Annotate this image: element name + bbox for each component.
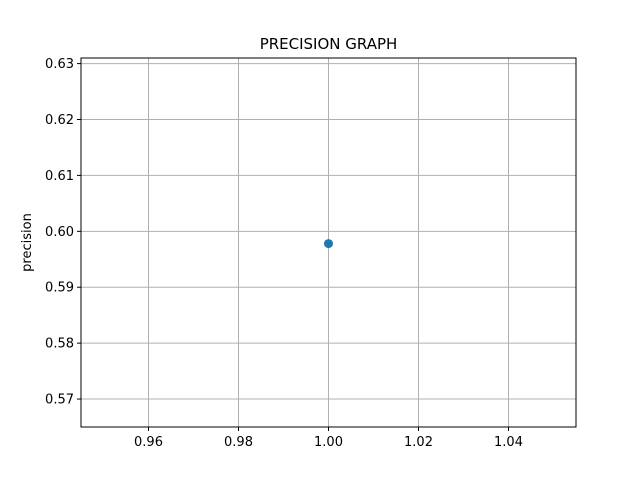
y-tick-label: 0.62 — [45, 113, 74, 128]
data-points — [324, 239, 333, 249]
y-tick-label: 0.61 — [45, 169, 74, 184]
chart-title: PRECISION GRAPH — [260, 35, 398, 53]
y-tick-label: 0.59 — [45, 281, 74, 296]
y-tick-label: 0.60 — [45, 225, 74, 240]
y-tick-label: 0.63 — [45, 57, 74, 72]
x-tick-label: 1.00 — [314, 435, 343, 450]
y-axis-label: precision — [20, 213, 35, 272]
grid — [81, 58, 576, 427]
x-tick-label: 0.96 — [134, 435, 163, 450]
y-axis: 0.57 0.58 0.59 0.60 0.61 0.62 0.63 — [45, 57, 81, 408]
y-tick-label: 0.58 — [45, 337, 74, 352]
data-point — [324, 239, 333, 249]
x-axis: 0.96 0.98 1.00 1.02 1.04 — [134, 427, 523, 450]
x-tick-label: 1.04 — [494, 435, 523, 450]
x-tick-label: 0.98 — [224, 435, 253, 450]
x-tick-label: 1.02 — [404, 435, 433, 450]
y-tick-label: 0.57 — [45, 393, 74, 408]
